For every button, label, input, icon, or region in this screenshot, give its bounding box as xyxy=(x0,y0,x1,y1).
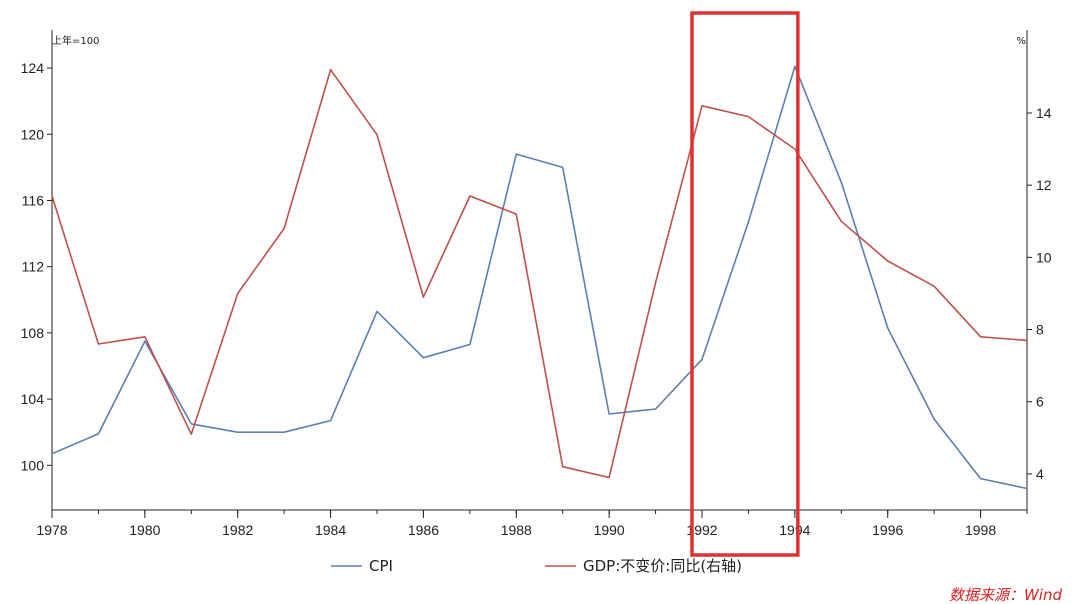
x-axis-tick-label: 1986 xyxy=(408,522,439,538)
left-axis-tick-label: 116 xyxy=(22,192,45,208)
x-axis-tick-label: 1980 xyxy=(129,522,160,538)
right-axis-unit-label: % xyxy=(1016,36,1026,47)
x-axis-tick-label: 1994 xyxy=(779,522,810,538)
right-axis-tick-label: 4 xyxy=(1036,466,1044,482)
left-axis-tick-label: 104 xyxy=(21,391,45,407)
right-axis-tick-label: 12 xyxy=(1036,177,1052,193)
source-note: 数据来源：Wind xyxy=(949,586,1063,604)
x-axis-tick-label: 1978 xyxy=(36,522,67,538)
x-axis-tick-label: 1988 xyxy=(501,522,532,538)
x-axis-tick-label: 1996 xyxy=(872,522,903,538)
highlight-box xyxy=(690,11,800,557)
right-axis-tick-label: 6 xyxy=(1036,394,1044,410)
series-line-gdp xyxy=(51,68,1028,479)
series-line-cpi xyxy=(51,65,1028,490)
right-axis-tick-label: 8 xyxy=(1036,322,1044,338)
legend-label-gdp: GDP:不变价:同比(右轴) xyxy=(583,557,742,575)
legend: CPI GDP:不变价:同比(右轴) xyxy=(331,557,742,575)
x-axis-tick-label: 1984 xyxy=(315,522,346,538)
left-axis-tick-label: 124 xyxy=(21,60,45,76)
left-axis-unit-label: 上年=100 xyxy=(52,34,99,47)
left-axis-tick-label: 120 xyxy=(21,126,45,142)
x-axis-tick-label: 1992 xyxy=(686,522,717,538)
right-axis-tick-label: 14 xyxy=(1036,105,1052,121)
left-axis-tick-label: 112 xyxy=(22,259,45,275)
right-axis-tick-label: 10 xyxy=(1036,249,1052,265)
x-axis-tick-label: 1990 xyxy=(594,522,625,538)
x-axis-tick-label: 1998 xyxy=(965,522,996,538)
left-axis-tick-label: 108 xyxy=(21,325,45,341)
legend-label-cpi: CPI xyxy=(369,557,393,575)
left-axis-tick-label: 100 xyxy=(21,457,45,473)
x-axis-tick-label: 1982 xyxy=(222,522,253,538)
